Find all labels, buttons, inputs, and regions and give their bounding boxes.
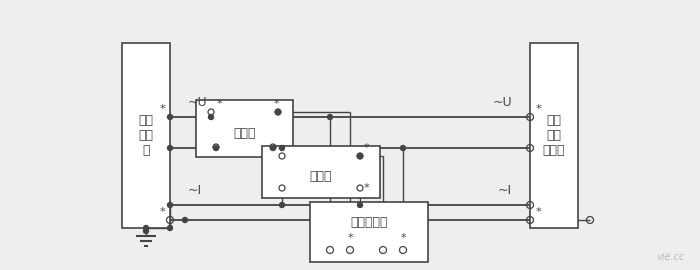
Text: *: * bbox=[347, 233, 353, 243]
Circle shape bbox=[167, 202, 172, 208]
Circle shape bbox=[279, 146, 284, 150]
Text: *: * bbox=[159, 207, 164, 217]
Text: 分流器: 分流器 bbox=[309, 170, 332, 184]
Text: *: * bbox=[400, 233, 406, 243]
Circle shape bbox=[144, 228, 148, 234]
Text: *: * bbox=[363, 183, 369, 193]
Text: vie.cc: vie.cc bbox=[657, 252, 685, 262]
Circle shape bbox=[214, 146, 218, 150]
Text: *: * bbox=[536, 104, 541, 114]
Circle shape bbox=[167, 146, 172, 150]
Text: ~I: ~I bbox=[188, 184, 202, 197]
Circle shape bbox=[167, 114, 172, 120]
Circle shape bbox=[358, 202, 363, 208]
Bar bbox=[122, 43, 170, 228]
Text: ~I: ~I bbox=[498, 184, 512, 197]
Text: 功率
信号
源: 功率 信号 源 bbox=[139, 114, 153, 157]
Circle shape bbox=[276, 110, 281, 114]
Text: *: * bbox=[363, 143, 369, 153]
Text: *: * bbox=[273, 99, 279, 109]
Circle shape bbox=[183, 218, 188, 222]
Bar bbox=[196, 100, 293, 157]
Text: ~U: ~U bbox=[492, 96, 512, 110]
Circle shape bbox=[328, 114, 332, 120]
Text: 标准功率表: 标准功率表 bbox=[350, 215, 388, 228]
Circle shape bbox=[270, 146, 276, 150]
Circle shape bbox=[209, 114, 214, 120]
Circle shape bbox=[400, 146, 405, 150]
Circle shape bbox=[279, 202, 284, 208]
Circle shape bbox=[144, 225, 148, 231]
Circle shape bbox=[358, 154, 363, 158]
Bar bbox=[262, 146, 380, 198]
Bar bbox=[530, 43, 578, 228]
Text: 分压器: 分压器 bbox=[233, 127, 256, 140]
Bar bbox=[310, 202, 428, 262]
Text: ~U: ~U bbox=[188, 96, 208, 110]
Circle shape bbox=[167, 225, 172, 231]
Text: *: * bbox=[216, 99, 222, 109]
Text: *: * bbox=[159, 104, 164, 114]
Text: 变频
电量
分析价: 变频 电量 分析价 bbox=[542, 114, 566, 157]
Text: *: * bbox=[536, 207, 541, 217]
